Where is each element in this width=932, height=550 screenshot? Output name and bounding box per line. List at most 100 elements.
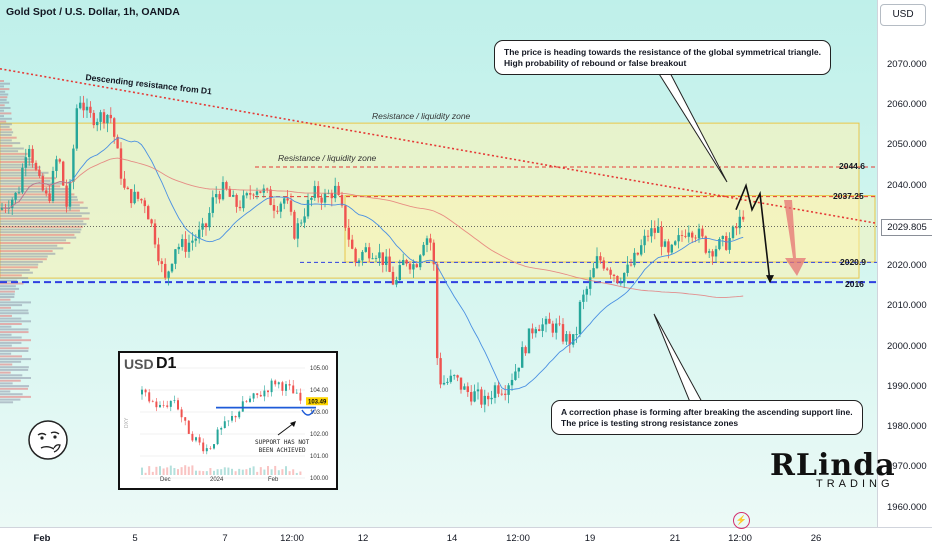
candle-body bbox=[82, 102, 85, 111]
candle-body bbox=[412, 264, 415, 270]
inset-volume-bar bbox=[155, 466, 158, 475]
inset-time-tick: 2024 bbox=[210, 477, 224, 483]
volume-profile-bar bbox=[0, 225, 83, 228]
volume-profile-bar bbox=[0, 244, 58, 247]
price-axis[interactable] bbox=[877, 0, 932, 550]
inset-volume-bar bbox=[205, 471, 208, 475]
volume-profile-bar bbox=[0, 115, 4, 118]
volume-profile-bar bbox=[0, 336, 22, 339]
inset-volume-bar bbox=[191, 465, 194, 475]
currency-button[interactable]: USD bbox=[880, 4, 926, 26]
projection-path bbox=[735, 182, 771, 283]
inset-volume-bar bbox=[202, 471, 205, 475]
candle-body bbox=[361, 251, 364, 261]
candle-body bbox=[170, 263, 174, 272]
inset-price-tag-bg bbox=[306, 397, 328, 406]
dxy-inset-plot: 105.00 104.00 103.00 102.00 101.00 100.00 Dec 2… bbox=[124, 366, 329, 483]
volume-profile-bar bbox=[0, 317, 22, 320]
volume-profile-bar bbox=[0, 134, 12, 136]
candle-body bbox=[126, 187, 129, 190]
candle-body bbox=[204, 223, 208, 228]
candle-body bbox=[51, 170, 55, 202]
candle-body bbox=[228, 188, 231, 197]
candle-body bbox=[17, 192, 21, 194]
candle-body bbox=[272, 205, 276, 211]
candle-body bbox=[14, 192, 17, 200]
volume-profile-bar bbox=[0, 125, 10, 128]
inset-volume-bar bbox=[292, 469, 295, 475]
volume-profile-bar bbox=[0, 301, 31, 304]
volume-profile-bar bbox=[0, 209, 80, 212]
volume-profile-bar bbox=[0, 188, 70, 190]
inset-candle-body bbox=[288, 384, 291, 386]
candle-body bbox=[143, 200, 146, 207]
candle-body bbox=[565, 334, 568, 342]
current-price-tag: 2029.805 bbox=[881, 219, 932, 236]
candle-body bbox=[300, 222, 303, 224]
candle-body bbox=[85, 106, 89, 111]
volume-profile-bar bbox=[0, 306, 12, 309]
candle-body bbox=[150, 219, 153, 224]
candle-body bbox=[218, 194, 221, 200]
volume-profile-bar bbox=[0, 263, 39, 266]
candle-body bbox=[439, 358, 442, 385]
candle-body bbox=[493, 385, 497, 398]
candle-body bbox=[555, 323, 558, 333]
candle-body bbox=[738, 216, 741, 229]
bearish-arrow bbox=[784, 200, 806, 276]
volume-profile-bar bbox=[0, 182, 64, 185]
volume-profile-bar bbox=[0, 198, 78, 201]
volume-profile-bar bbox=[0, 80, 4, 82]
logo-main-text: RLinda bbox=[770, 448, 896, 483]
candle-body bbox=[674, 241, 677, 245]
inset-candle-body bbox=[238, 411, 241, 418]
inset-candle-body bbox=[231, 416, 233, 421]
candle-body bbox=[680, 235, 684, 236]
candle-body bbox=[55, 159, 58, 171]
candle-body bbox=[691, 232, 694, 238]
candle-body bbox=[28, 148, 31, 158]
candle-body bbox=[687, 232, 690, 237]
price-tick: 1990.000 bbox=[887, 380, 927, 392]
volume-profile-bar bbox=[0, 271, 33, 274]
inset-volume-bar bbox=[227, 467, 230, 475]
inset-support-hook bbox=[301, 409, 315, 416]
inset-candle-body bbox=[159, 404, 161, 408]
volume-profile-bar bbox=[0, 379, 21, 382]
inset-pointer-arrowhead bbox=[290, 421, 296, 427]
candle-body bbox=[725, 235, 728, 250]
inset-candle-body bbox=[187, 420, 190, 434]
inset-price-tick: 101.00 bbox=[310, 454, 329, 460]
candle-body bbox=[476, 389, 480, 392]
inset-volume-bar bbox=[216, 469, 219, 475]
volume-profile-bar bbox=[0, 314, 12, 317]
candle-body bbox=[742, 216, 745, 220]
price-tick: 2010.000 bbox=[887, 300, 927, 312]
candle-body bbox=[589, 277, 592, 289]
inset-candle-body bbox=[292, 385, 295, 394]
inset-candle-body bbox=[259, 394, 262, 397]
candle-body bbox=[446, 381, 449, 383]
chart-title: Gold Spot / U.S. Dollar, 1h, OANDA bbox=[6, 6, 180, 18]
volume-profile-bar bbox=[0, 395, 31, 398]
candle-body bbox=[524, 347, 527, 354]
candle-body bbox=[728, 237, 731, 250]
candle-body bbox=[215, 194, 218, 198]
inset-volume-bar bbox=[220, 469, 223, 475]
lightning-icon[interactable]: ⚡ bbox=[733, 512, 750, 529]
candle-body bbox=[453, 375, 456, 377]
time-axis[interactable] bbox=[0, 527, 932, 550]
inset-volume-bar bbox=[281, 469, 284, 475]
inset-support-line-1: SUPPORT HAS NOT bbox=[255, 439, 310, 446]
candle-body bbox=[575, 334, 578, 335]
candle-body bbox=[667, 241, 670, 253]
candle-body bbox=[497, 385, 500, 394]
candle-body bbox=[538, 329, 541, 331]
inset-candle-body bbox=[195, 437, 197, 441]
volume-profile-bar bbox=[0, 293, 15, 296]
annotation-top: The price is heading towards the resista… bbox=[494, 40, 831, 76]
candle-body bbox=[286, 198, 289, 201]
candle-body bbox=[75, 108, 78, 149]
